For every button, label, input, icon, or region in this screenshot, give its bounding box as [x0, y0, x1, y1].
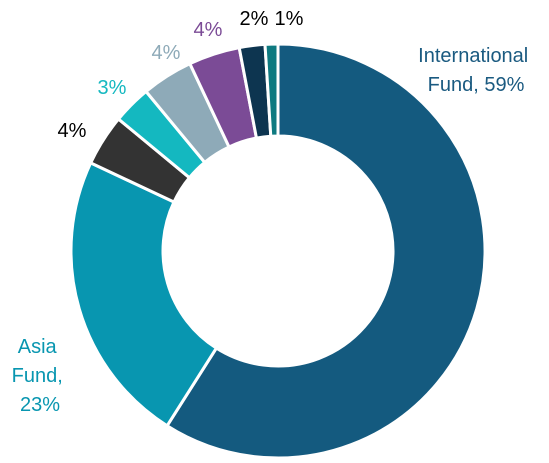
slice-label: 3% — [98, 77, 127, 99]
label-line: 4% — [194, 19, 223, 41]
slice-label: Asia Fund, 23% — [12, 336, 69, 416]
label-line: Fund, 59% — [428, 74, 525, 96]
slice-label: 1% — [275, 8, 304, 30]
label-line: Asia — [18, 336, 62, 358]
label-line: 2% — [240, 8, 269, 30]
slice-label: International Fund, 59% — [418, 45, 534, 96]
donut-slice — [165, 42, 487, 460]
label-line: 4% — [152, 42, 181, 64]
label-line: Fund, — [12, 365, 69, 387]
slice-label: 2% — [240, 8, 269, 30]
label-line: 3% — [98, 77, 127, 99]
slice-label: 4% — [194, 19, 223, 41]
label-line: International — [418, 45, 534, 67]
donut-slice — [69, 160, 219, 428]
slice-label: 4% — [58, 120, 87, 142]
label-line: 1% — [275, 8, 304, 30]
label-line: 4% — [58, 120, 87, 142]
label-line: 23% — [20, 394, 60, 416]
slice-label: 4% — [152, 42, 181, 64]
donut-slice — [263, 42, 280, 138]
